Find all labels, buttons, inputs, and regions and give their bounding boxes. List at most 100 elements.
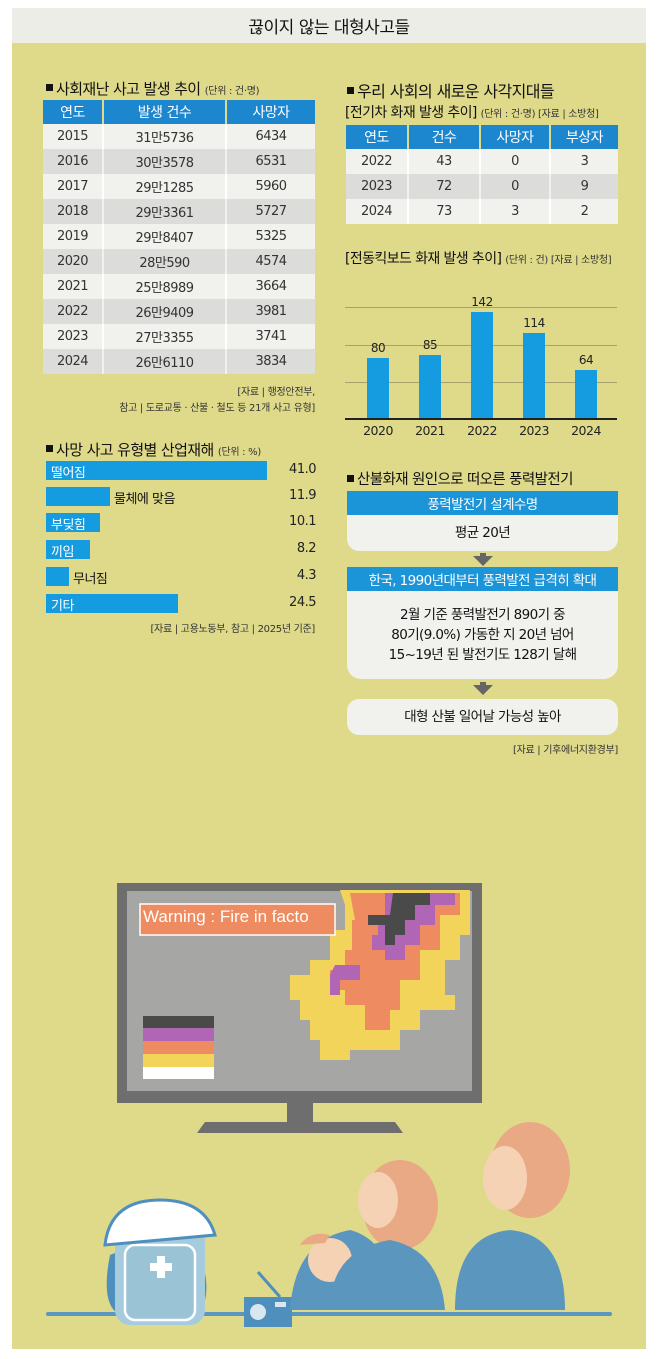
social-disaster-table: 연도 발생 건수 사망자 2015 31만5736 6434 2016 30만3578… [43, 100, 315, 374]
table-row: 2015 31만5736 6434 [43, 124, 315, 149]
cell-deaths: 0 [480, 174, 551, 199]
bar-value: 85 [422, 338, 438, 352]
x-tick-label: 2023 [519, 423, 549, 438]
cell-deaths: 5727 [226, 199, 315, 224]
col-header-deaths: 사망자 [480, 125, 551, 149]
social-disaster-title: 사회재난 사고 발생 추이 (단위 : 건·명) [46, 78, 260, 99]
cell-count: 29만8407 [103, 224, 227, 249]
bar-value: 10.1 [289, 514, 316, 529]
bar-row: 떨어짐 41.0 [46, 461, 317, 481]
wind-source: [자료 | 기후에너지환경부] [512, 745, 618, 756]
col-header-count: 건수 [408, 125, 481, 149]
ev-fire-table: 연도 건수 사망자 부상자 2022 43 0 3 2023 72 0 9 2024 73 3 2 [346, 125, 618, 224]
col-header-year: 연도 [346, 125, 409, 149]
cell-year: 2024 [346, 199, 409, 224]
cell-year: 2017 [43, 174, 104, 199]
col-header-deaths: 사망자 [226, 100, 315, 124]
x-tick-label: 2021 [415, 423, 445, 438]
table-row: 2016 30만3578 6531 [43, 149, 315, 174]
bar [419, 355, 441, 418]
bar-row: 무너짐 4.3 [46, 567, 317, 587]
cell-count: 72 [408, 174, 481, 199]
social-disaster-source-1: [자료 | 행정안전부, [237, 387, 315, 398]
radio-icon [244, 1271, 292, 1327]
wind-box2-line3: 15~19년 된 발전기도 128기 달해 [388, 647, 577, 663]
bar-value: 24.5 [289, 595, 316, 610]
col-header-year: 연도 [43, 100, 104, 124]
table-row: 2023 72 0 9 [346, 174, 618, 199]
wind-box2-line1: 2월 기준 풍력발전기 890기 중 [400, 607, 566, 623]
bar [46, 567, 69, 586]
cell-count: 43 [408, 149, 481, 174]
kickboard-title-text: [전동킥보드 화재 발생 추이] [345, 251, 502, 267]
social-disaster-unit: (단위 : 건·명) [204, 86, 260, 97]
cell-year: 2021 [43, 274, 104, 299]
family-watching-tv-illustration [46, 883, 612, 1327]
bar-label: 기타 [51, 599, 74, 614]
bar-label: 물체에 맞음 [114, 492, 175, 507]
cell-count: 30만3578 [103, 149, 227, 174]
cell-count: 26만9409 [103, 299, 227, 324]
social-disaster-source-2: 참고 | 도로교통 · 산불 · 철도 등 21개 사고 유형] [119, 403, 315, 414]
cell-count: 29만3361 [103, 199, 227, 224]
x-tick-label: 2020 [363, 423, 393, 438]
table-row: 2022 43 0 3 [346, 149, 618, 174]
industrial-title: 사망 사고 유형별 산업재해 (단위 : %) [46, 439, 261, 460]
bar [46, 513, 100, 532]
bar-label: 떨어짐 [51, 466, 86, 481]
table-row: 2020 28만590 4574 [43, 249, 315, 274]
cell-deaths: 3741 [226, 324, 315, 349]
table-row: 2019 29만8407 5325 [43, 224, 315, 249]
blind-spots-title-text: 우리 사회의 새로운 사각지대들 [357, 82, 555, 101]
cell-deaths: 4574 [226, 249, 315, 274]
bar-label: 무너짐 [73, 572, 108, 587]
cell-count: 26만6110 [103, 349, 227, 374]
bar-row: 끼임 8.2 [46, 540, 317, 560]
bar [46, 540, 90, 559]
wind-box1-header: 풍력발전기 설계수명 [347, 491, 618, 515]
wind-box1-body: 평균 20년 [347, 515, 618, 551]
cell-injured: 3 [550, 149, 618, 174]
cell-count: 28만590 [103, 249, 227, 274]
square-bullet-icon [347, 474, 354, 482]
wind-box2-line2: 80기(9.0%) 가동한 지 20년 넘어 [391, 627, 574, 643]
bar-value: 114 [523, 316, 545, 330]
wind-box3-text: 대형 산불 일어날 가능성 높아 [404, 709, 561, 725]
cell-year: 2019 [43, 224, 104, 249]
wind-box3: 대형 산불 일어날 가능성 높아 [347, 699, 618, 735]
cell-injured: 9 [550, 174, 618, 199]
page-title-band: 끊이지 않는 대형사고들 [12, 8, 646, 43]
cell-year: 2022 [43, 299, 104, 324]
cell-deaths: 5960 [226, 174, 315, 199]
ev-fire-title: [전기차 화재 발생 추이] (단위 : 건·명) [자료 | 소방청] [345, 102, 599, 122]
wind-box2-body: 2월 기준 풍력발전기 890기 중 80기(9.0%) 가동한 지 20년 넘… [347, 591, 618, 679]
cell-deaths: 3834 [226, 349, 315, 374]
down-arrow-icon [473, 556, 493, 566]
wind-box1-text: 평균 20년 [454, 525, 511, 541]
x-axis [345, 418, 617, 420]
bar-row: 기타 24.5 [46, 594, 317, 614]
square-bullet-icon [46, 84, 53, 91]
bar-row: 부딪힘 10.1 [46, 513, 317, 533]
bar [367, 358, 389, 418]
col-header-injured: 부상자 [550, 125, 618, 149]
bar [523, 333, 545, 418]
bar [575, 370, 597, 418]
cell-year: 2015 [43, 124, 104, 149]
kickboard-unit: (단위 : 건) [자료 | 소방청] [505, 255, 612, 266]
industrial-title-text: 사망 사고 유형별 산업재해 [56, 441, 214, 459]
cell-injured: 2 [550, 199, 618, 224]
cell-year: 2016 [43, 149, 104, 174]
bar-value: 64 [578, 353, 594, 367]
industrial-unit: (단위 : %) [217, 447, 261, 458]
cell-year: 2024 [43, 349, 104, 374]
emergency-backpack-icon [103, 1198, 217, 1325]
blind-spots-title: 우리 사회의 새로운 사각지대들 [347, 78, 555, 102]
square-bullet-icon [46, 445, 53, 452]
cell-count: 73 [408, 199, 481, 224]
tv-warning-text: Warning : Fire in facto [143, 907, 309, 926]
cell-deaths: 3664 [226, 274, 315, 299]
cell-year: 2023 [346, 174, 409, 199]
table-row: 2024 73 3 2 [346, 199, 618, 224]
table-row: 2017 29만1285 5960 [43, 174, 315, 199]
